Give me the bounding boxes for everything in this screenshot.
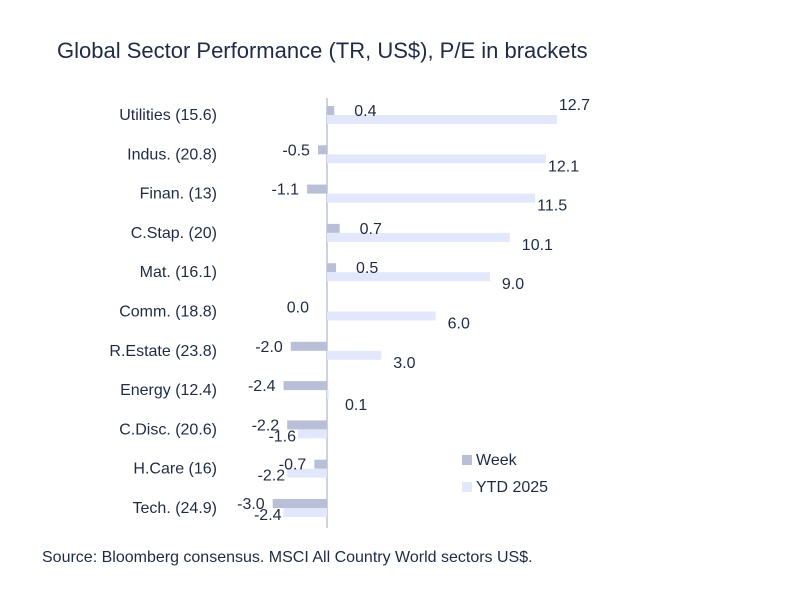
source-note: Source: Bloomberg consensus. MSCI All Co… bbox=[42, 549, 533, 566]
ytd-data-label: 12.1 bbox=[548, 158, 579, 175]
category-label: Energy (12.4) bbox=[120, 382, 217, 399]
week-bar bbox=[327, 223, 340, 233]
category-label: H.Care (16) bbox=[133, 461, 217, 478]
week-data-label: 0.5 bbox=[356, 260, 378, 277]
week-bar bbox=[287, 420, 327, 430]
ytd-data-label: -2.2 bbox=[258, 468, 286, 485]
chart-title: Global Sector Performance (TR, US$), P/E… bbox=[57, 38, 588, 63]
ytd-data-label: 11.5 bbox=[537, 198, 567, 215]
ytd-bar bbox=[287, 468, 327, 478]
week-data-label: -3.0 bbox=[237, 496, 265, 513]
category-label: Finan. (13) bbox=[140, 186, 217, 203]
ytd-data-label: 0.1 bbox=[345, 397, 367, 414]
category-label: Indus. (20.8) bbox=[127, 146, 217, 163]
ytd-bar bbox=[298, 429, 327, 439]
week-bar bbox=[314, 459, 327, 469]
ytd-data-label: 9.0 bbox=[502, 276, 524, 293]
ytd-bar bbox=[327, 390, 329, 400]
week-bar bbox=[290, 341, 327, 351]
ytd-bar bbox=[327, 232, 510, 242]
category-label: C.Stap. (20) bbox=[131, 225, 217, 242]
category-label: Utilities (15.6) bbox=[119, 107, 217, 124]
week-bar bbox=[272, 499, 327, 508]
ytd-bar bbox=[327, 154, 547, 164]
week-bar bbox=[317, 145, 327, 155]
week-bar bbox=[327, 263, 337, 273]
ytd-data-label: 10.1 bbox=[522, 237, 553, 254]
ytd-data-label: -2.4 bbox=[254, 507, 282, 524]
legend-ytd-swatch bbox=[462, 482, 472, 492]
week-data-label: -0.5 bbox=[282, 142, 310, 159]
ytd-data-label: 12.7 bbox=[559, 97, 590, 114]
category-label: C.Disc. (20.6) bbox=[119, 421, 217, 438]
category-label: Tech. (24.9) bbox=[133, 500, 217, 517]
legend-ytd-label: YTD 2025 bbox=[476, 479, 548, 496]
ytd-data-label: 3.0 bbox=[393, 355, 415, 372]
ytd-bar bbox=[327, 193, 536, 203]
week-data-label: -0.7 bbox=[279, 457, 307, 474]
week-data-label: -2.4 bbox=[248, 378, 276, 395]
week-bar bbox=[327, 106, 335, 115]
week-data-label: -2.2 bbox=[252, 417, 280, 434]
week-data-label: -1.1 bbox=[272, 182, 300, 199]
category-label: R.Estate (23.8) bbox=[109, 343, 217, 360]
week-bar bbox=[283, 381, 327, 391]
ytd-data-label: 6.0 bbox=[448, 316, 470, 333]
ytd-bar bbox=[327, 272, 490, 282]
week-data-label: -2.0 bbox=[255, 339, 283, 356]
category-label: Comm. (18.8) bbox=[119, 304, 217, 321]
legend-week-swatch bbox=[462, 455, 472, 465]
ytd-bar bbox=[327, 350, 382, 360]
ytd-bar bbox=[327, 115, 557, 124]
ytd-bar bbox=[327, 311, 436, 321]
category-label: Mat. (16.1) bbox=[140, 264, 217, 281]
week-data-label: 0.7 bbox=[360, 221, 382, 238]
legend-week-label: Week bbox=[476, 452, 518, 469]
ytd-bar bbox=[283, 508, 327, 517]
ytd-data-label: -1.6 bbox=[268, 428, 296, 445]
week-data-label: 0.4 bbox=[354, 103, 376, 120]
week-data-label: 0.0 bbox=[287, 300, 309, 317]
week-bar bbox=[307, 184, 327, 194]
